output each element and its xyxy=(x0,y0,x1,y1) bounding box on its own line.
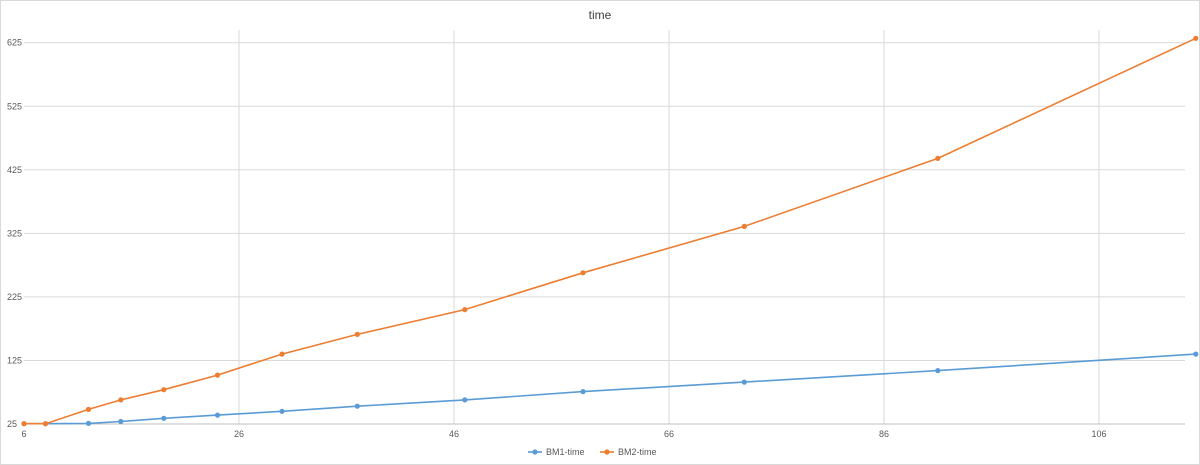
data-point xyxy=(354,403,360,409)
data-point xyxy=(462,307,468,313)
data-point xyxy=(161,415,167,421)
data-point xyxy=(118,418,124,425)
legend: BM1-time BM2-time xyxy=(528,447,657,457)
legend-item: BM1-time xyxy=(528,447,585,457)
data-point xyxy=(214,412,221,418)
x-tick-label: 6 xyxy=(21,429,26,439)
legend-item: BM2-time xyxy=(600,447,657,457)
y-tick-label: 25 xyxy=(7,419,17,429)
data-point xyxy=(118,397,124,403)
data-point xyxy=(161,387,167,393)
data-point xyxy=(354,331,360,337)
legend-label: BM2-time xyxy=(618,447,657,457)
y-tick-label: 325 xyxy=(7,228,22,238)
data-point xyxy=(1193,35,1199,41)
x-tick-label: 66 xyxy=(664,429,674,439)
x-tick-label: 26 xyxy=(234,429,244,439)
data-point xyxy=(1193,351,1199,357)
y-tick-label: 525 xyxy=(7,101,22,111)
axes: 25 125 225 325 425 525 625 6 26 46 66 86 106 xyxy=(7,38,1185,439)
y-tick-label: 625 xyxy=(7,38,22,48)
y-tick-label: 125 xyxy=(7,355,22,365)
data-point xyxy=(279,408,285,414)
data-point xyxy=(935,368,941,374)
data-point xyxy=(42,421,49,427)
data-point xyxy=(85,406,92,412)
y-tick-label: 425 xyxy=(7,165,22,175)
series-BM2-time xyxy=(21,35,1199,427)
data-point xyxy=(741,223,747,229)
data-point xyxy=(279,351,285,357)
x-tick-label: 86 xyxy=(879,429,889,439)
data-point xyxy=(580,270,586,276)
x-tick-label: 46 xyxy=(449,429,459,439)
legend-label: BM1-time xyxy=(546,447,585,457)
gridlines xyxy=(24,30,1185,424)
data-point xyxy=(214,372,221,378)
series-group xyxy=(21,35,1199,427)
data-point xyxy=(741,379,747,385)
y-tick-label: 225 xyxy=(7,292,22,302)
data-point xyxy=(580,389,586,395)
legend-swatch-marker xyxy=(604,449,610,455)
data-point xyxy=(462,397,468,403)
data-point xyxy=(935,155,941,161)
data-point xyxy=(21,421,27,427)
x-tick-label: 106 xyxy=(1091,429,1106,439)
legend-swatch-marker xyxy=(532,449,538,455)
chart-title: time xyxy=(589,8,612,22)
data-point xyxy=(85,420,92,426)
